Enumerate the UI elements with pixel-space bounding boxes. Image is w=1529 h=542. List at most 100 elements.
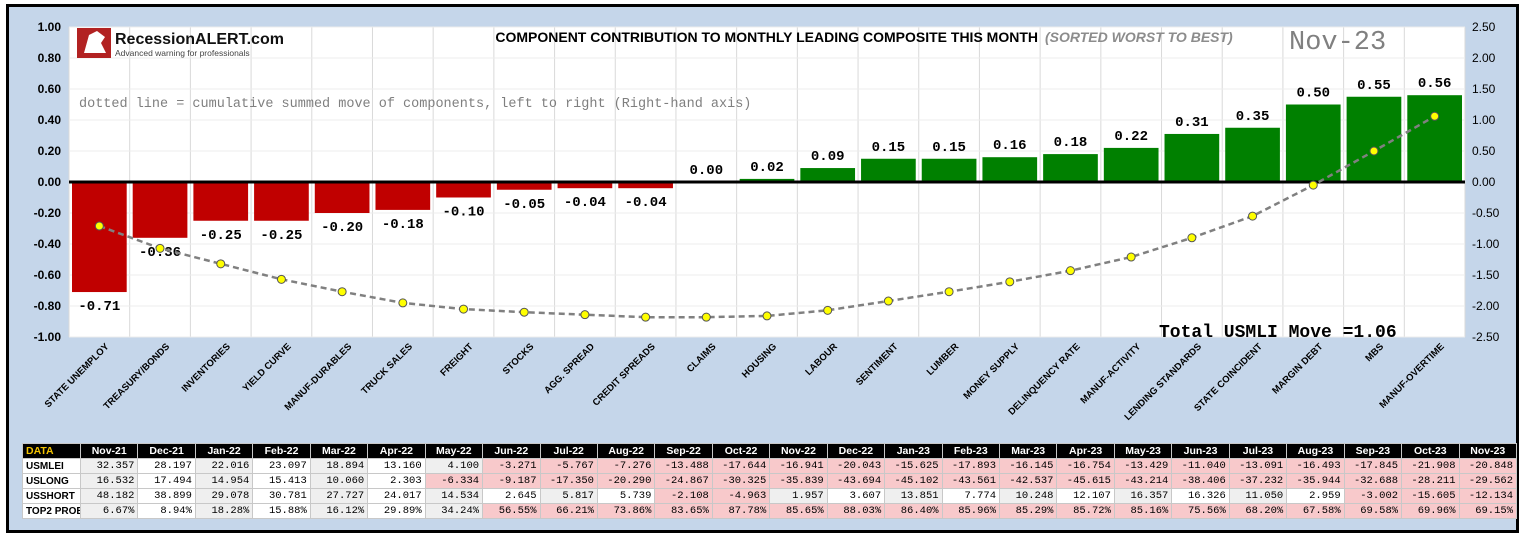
cumulative-point [459,304,469,314]
bar [436,182,491,198]
right-tick-label: 1.50 [1472,82,1496,96]
table-month-header: Mar-23 [998,443,1058,459]
table-cell: 2.959 [1286,488,1345,504]
table-cell: -35.839 [769,473,828,489]
bar [1285,104,1341,182]
bar-label: -0.20 [321,220,363,236]
table-month-header: Dec-22 [826,443,886,459]
table-cell: -45.102 [884,473,943,489]
table-cell: 17.494 [137,473,196,489]
table-cell: 16.12% [309,503,369,519]
category-label: MANUF-DURABLES [283,341,355,413]
table-row: USLONG 16.532 17.494 14.954 15.413 10.060 2.30… [22,473,1517,489]
bar-label: 0.56 [1418,76,1452,92]
brand-name: RecessionALERT.com [115,31,284,48]
left-tick-label: 0.80 [38,51,62,65]
chart-note: dotted line = cumulative summed move of … [79,97,751,112]
bar [861,158,916,182]
left-tick-label: 0.00 [38,175,62,189]
table-cell: 85.29% [998,503,1058,519]
bar-label: 0.31 [1175,115,1209,131]
cumulative-point [1369,146,1379,156]
table-cell: 11.050 [1228,488,1288,504]
bar [800,168,856,182]
left-axis: 1.00 0.80 0.60 0.40 0.20 0.00 -0.20 -0.40 -0.60 -… [34,20,62,344]
table-header-row: DATA Nov-21 Dec-21 Jan-22 Feb-22 Mar-22 Apr-22… [22,443,1517,459]
right-tick-label: 0.50 [1472,144,1496,158]
table-cell: -16.941 [769,458,828,474]
bar-labels: -0.71-0.36-0.25-0.25-0.20-0.18-0.10-0.05… [78,76,1451,315]
table-body: USMLEI 32.357 28.197 22.016 23.097 18.894 13.1… [22,458,1517,519]
table-month-header: Jul-22 [539,443,598,459]
table-month-header: Feb-23 [941,443,1001,459]
bar [375,182,431,210]
bar [1164,133,1220,182]
bar-label: 0.02 [750,160,784,176]
right-tick-label: 0.00 [1472,175,1496,189]
bars [72,95,1462,293]
table-month-header: Sep-23 [1343,443,1403,459]
table-cell: -7.276 [596,458,656,474]
table-cell: 24.017 [367,488,426,504]
data-table-wrap: DATA Nov-21 Dec-21 Jan-22 Feb-22 Mar-22 Apr-22… [22,443,1517,519]
bar [557,182,613,189]
table-cell: 1.957 [769,488,828,504]
table-cell: 67.58% [1286,503,1345,519]
table-cell: 14.954 [194,473,254,489]
table-row-label: USMLEI [22,458,81,474]
bar-label: -0.71 [78,299,120,315]
bar-label: -0.25 [200,228,242,244]
table-cell: -11.040 [1171,458,1230,474]
table-cell: -2.108 [654,488,713,504]
right-tick-label: 1.00 [1472,113,1496,127]
table-cell: 29.89% [367,503,426,519]
table-cell: 7.774 [941,488,1001,504]
cumulative-point [883,296,893,306]
category-label: FREIGHT [438,341,475,378]
table-month-header: Mar-22 [309,443,369,459]
left-tick-label: 1.00 [38,20,62,34]
chart-frame: -0.71-0.36-0.25-0.25-0.20-0.18-0.10-0.05… [6,4,1519,533]
right-tick-label: -1.00 [1472,237,1500,251]
table-cell: -20.848 [1458,458,1517,474]
table-cell: -38.406 [1171,473,1230,489]
table-cell: 75.56% [1171,503,1230,519]
right-tick-label: -2.00 [1472,299,1500,313]
table-cell: 15.88% [252,503,311,519]
month-label: Nov-23 [1289,28,1386,58]
bar [1043,154,1098,182]
bar [254,182,309,221]
bar-label: -0.25 [260,228,302,244]
chart-subtitle: (SORTED WORST TO BEST) [1045,29,1233,45]
table-cell: -24.867 [654,473,713,489]
table-cell: 4.100 [424,458,484,474]
bar-label: 0.22 [1114,129,1148,145]
table-month-header: Feb-22 [252,443,311,459]
table-cell: -17.644 [711,458,771,474]
brand-logo: RecessionALERT.com Advanced warning for … [77,28,284,58]
bar-label: -0.10 [443,205,485,221]
table-month-header: Dec-21 [137,443,196,459]
table-cell: 18.894 [309,458,369,474]
table-cell: 10.060 [309,473,369,489]
data-table: DATA Nov-21 Dec-21 Jan-22 Feb-22 Mar-22 Apr-22… [22,443,1517,519]
cumulative-point [94,221,104,231]
table-month-header: Oct-22 [711,443,771,459]
table-cell: 6.67% [79,503,139,519]
table-corner-label: DATA [22,443,81,459]
table-row: USSHORT 48.182 38.899 29.078 30.781 27.727 24.… [22,488,1517,504]
table-cell: -15.625 [884,458,943,474]
table-cell: -21.908 [1401,458,1460,474]
table-cell: 85.72% [1056,503,1115,519]
table-cell: 69.96% [1401,503,1460,519]
table-cell: -43.214 [1113,473,1173,489]
brand-tagline: Advanced warning for professionals [115,48,250,58]
table-cell: 66.21% [539,503,598,519]
category-label: MBS [1363,341,1386,364]
cumulative-point [1308,180,1318,190]
category-label: MANUF-ACTIVITY [1078,341,1143,406]
category-label: MANUF-OVERTIME [1377,341,1446,410]
cumulative-line [98,115,1436,319]
cumulative-point [580,310,590,320]
table-cell: -17.893 [941,458,1001,474]
